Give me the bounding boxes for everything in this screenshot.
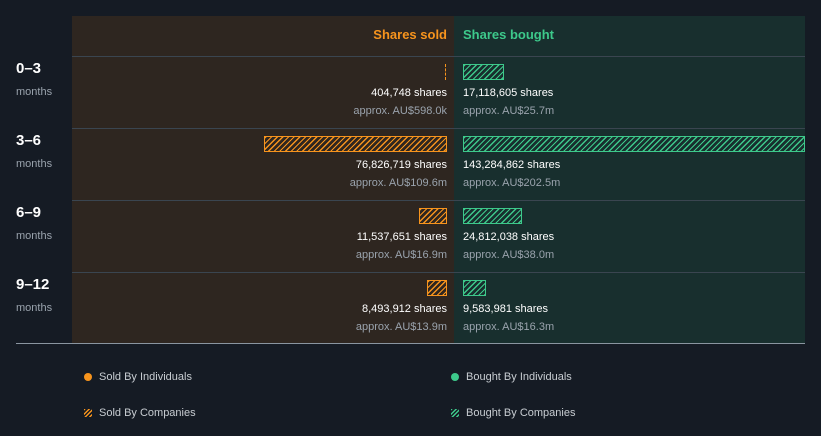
shares-bought-approx-value: approx. AU$25.7m xyxy=(463,105,555,117)
shares-bought-value: 24,812,038 shares xyxy=(463,231,555,243)
shares-bought-bar xyxy=(463,64,504,80)
shares-sold-value: 404,748 shares xyxy=(371,87,447,99)
shares-bought-value: 143,284,862 shares xyxy=(463,159,561,171)
shares-sold-approx-value: approx. AU$13.9m xyxy=(355,321,447,333)
legend-dot-icon xyxy=(451,373,459,381)
row-separator xyxy=(72,128,805,129)
legend-dot-icon xyxy=(84,373,92,381)
shares-sold-bar xyxy=(419,208,447,224)
shares-sold-value: 76,826,719 shares xyxy=(355,159,447,171)
shares-bought-approx-value: approx. AU$38.0m xyxy=(463,249,555,261)
shares-bought-bar xyxy=(463,136,805,152)
period-label: 6–9 xyxy=(16,204,42,221)
shares-sold-value: 11,537,651 shares xyxy=(356,231,447,243)
shares-sold-approx-value: approx. AU$109.6m xyxy=(349,177,447,189)
legend-label: Sold By Companies xyxy=(99,407,196,419)
row-separator xyxy=(72,56,805,57)
period-sublabel: months xyxy=(16,158,53,170)
period-sublabel: months xyxy=(16,86,53,98)
shares-bought-bar xyxy=(463,280,486,296)
shares-bought-value: 9,583,981 shares xyxy=(463,303,549,315)
shares-bought-value: 17,118,605 shares xyxy=(463,87,554,99)
shares-bought-approx-value: approx. AU$202.5m xyxy=(463,177,561,189)
shares-bought-header: Shares bought xyxy=(463,27,555,42)
period-sublabel: months xyxy=(16,302,53,314)
legend-item: Sold By Companies xyxy=(84,407,196,419)
legend-item: Sold By Individuals xyxy=(84,371,192,383)
row-separator xyxy=(72,272,805,273)
legend-item: Bought By Individuals xyxy=(451,371,572,383)
shares-sold-value: 8,493,912 shares xyxy=(361,303,447,315)
shares-bought-panel xyxy=(454,16,805,343)
shares-sold-header: Shares sold xyxy=(373,27,447,42)
row-separator xyxy=(72,200,805,201)
shares-bought-approx-value: approx. AU$16.3m xyxy=(463,321,555,333)
shares-sold-bar xyxy=(445,64,448,80)
period-label: 9–12 xyxy=(16,276,50,293)
period-sublabel: months xyxy=(16,230,53,242)
shares-sold-approx-value: approx. AU$598.0k xyxy=(353,105,447,117)
shares-sold-approx-value: approx. AU$16.9m xyxy=(355,249,447,261)
period-label: 0–3 xyxy=(16,60,42,77)
shares-sold-panel xyxy=(72,16,454,343)
shares-sold-bar xyxy=(426,280,447,296)
chart-baseline xyxy=(16,343,805,344)
legend-label: Bought By Companies xyxy=(466,407,576,419)
shares-sold-bar xyxy=(263,136,447,152)
period-label: 3–6 xyxy=(16,132,42,149)
shares-bought-bar xyxy=(463,208,523,224)
legend-label: Bought By Individuals xyxy=(466,371,572,383)
legend-label: Sold By Individuals xyxy=(99,371,192,383)
legend-hatch-icon xyxy=(84,409,92,417)
legend-item: Bought By Companies xyxy=(451,407,575,419)
legend-hatch-icon xyxy=(451,409,459,417)
